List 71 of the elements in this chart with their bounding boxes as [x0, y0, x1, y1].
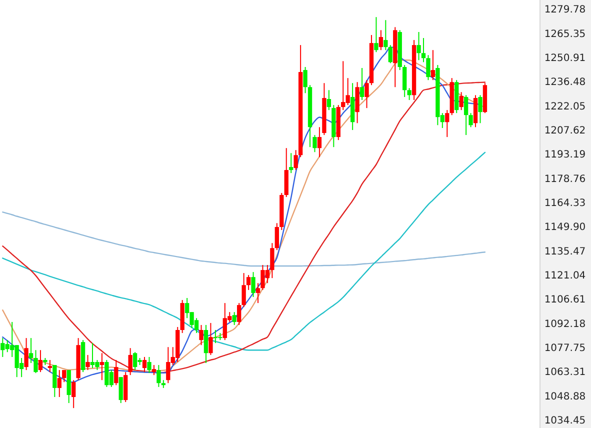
candlestick [57, 370, 62, 398]
candlestick [237, 302, 242, 326]
y-tick-label: 1149.90 [544, 222, 586, 234]
y-tick-label: 1048.88 [544, 391, 586, 402]
y-tick-label: 1034.45 [544, 416, 586, 427]
candlestick [378, 30, 384, 51]
y-tick-label: 1178.76 [544, 174, 586, 185]
candlestick [270, 242, 274, 279]
candlestick [128, 348, 132, 376]
candlestick [28, 338, 34, 364]
candlestick [402, 64, 407, 98]
candlestick [478, 94, 482, 124]
candlestick [326, 90, 332, 111]
candlestick [86, 354, 90, 371]
candlestick [416, 31, 421, 61]
candlestick [384, 20, 388, 51]
y-tick-label: 1207.62 [544, 125, 586, 136]
candlestick [204, 324, 208, 364]
candlestick [232, 312, 236, 326]
candlestick [364, 80, 369, 109]
candlestick [246, 274, 251, 290]
candlestick [34, 350, 38, 374]
candlestick [24, 338, 28, 371]
candlestick [242, 272, 246, 308]
candlestick [360, 68, 364, 101]
y-tick-label: 1121.04 [544, 270, 586, 282]
y-tick-label: 1092.18 [544, 318, 586, 330]
candlestick [199, 324, 204, 346]
y-tick-label: 1250.91 [544, 52, 586, 64]
candlestick [251, 272, 256, 298]
candlestick [430, 50, 436, 81]
candlestick [274, 222, 279, 251]
candlestick [208, 322, 213, 356]
candlestick [407, 88, 412, 101]
y-tick-label: 1222.05 [544, 101, 586, 112]
y-tick-label: 1236.48 [544, 77, 586, 88]
candlestick [445, 110, 450, 138]
y-tick-label: 1164.33 [544, 198, 586, 209]
candlestick [156, 364, 161, 388]
y-tick-label: 1279.78 [544, 4, 586, 16]
candlestick [213, 330, 218, 344]
y-tick-label: 1106.61 [544, 294, 586, 306]
candlestick [147, 356, 152, 374]
y-tick-label: 1135.47 [544, 246, 586, 258]
candlestick [62, 370, 66, 383]
y-tick-label: 1077.75 [544, 343, 586, 354]
candlestick [459, 92, 464, 111]
candlestick [303, 66, 308, 94]
candlestick [464, 94, 468, 136]
candlestick [256, 282, 260, 304]
candlestick [317, 126, 322, 158]
candlestick [142, 356, 147, 373]
y-tick-label: 1265.35 [544, 28, 586, 40]
candlestick [118, 376, 123, 404]
y-tick-label: 1193.19 [544, 150, 586, 161]
candlestick [114, 359, 118, 386]
candlestick [71, 380, 76, 409]
candlestick [48, 359, 52, 373]
candlestick [152, 364, 156, 376]
candlestick [52, 364, 57, 398]
candlestick [426, 54, 430, 81]
candlestick [289, 152, 294, 174]
candlestick [468, 112, 473, 128]
candlestick [100, 352, 104, 381]
y-tick-label: 1063.31 [544, 367, 586, 378]
candlestick [388, 44, 392, 64]
candlestick [374, 16, 378, 53]
candlestick [421, 38, 426, 63]
candlestick [312, 134, 317, 153]
candlestick [38, 350, 43, 373]
candlestick [294, 150, 298, 171]
